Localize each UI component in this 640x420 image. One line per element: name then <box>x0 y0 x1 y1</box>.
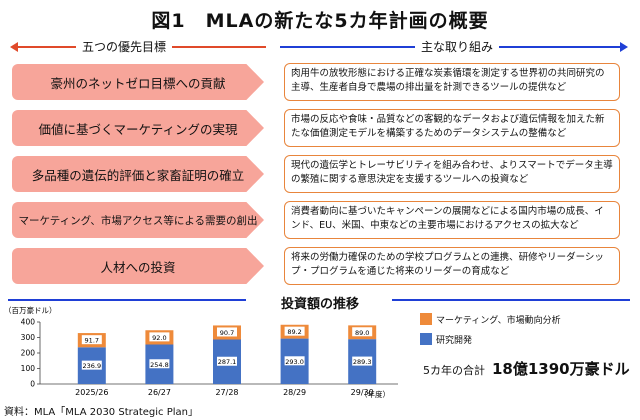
total-value: 18億1390万豪ドル <box>492 360 630 378</box>
y-tick-label: 400 <box>21 318 36 327</box>
data-label-marketing: 89.0 <box>355 329 369 337</box>
page-title: 図1 MLAの新たな5カ年計画の概要 <box>151 10 489 32</box>
x-tick-label: 27/28 <box>215 388 238 397</box>
effort-people-investment: 将来の労働力確保のための学校プログラムとの連携、研修やリーダーシップ・プログラム… <box>284 247 620 285</box>
x-tick-label: 2025/26 <box>75 388 108 397</box>
y-tick-label: 0 <box>30 380 35 389</box>
right-arrow-icon <box>620 42 628 52</box>
data-label-research: 236.9 <box>82 362 101 370</box>
data-label-bg <box>149 359 170 369</box>
x-axis-label: （年度） <box>360 389 390 399</box>
source-note: 資料：MLA「MLA 2030 Strategic Plan」 <box>4 407 199 418</box>
goal-genetic-evaluation: 多品種の遺伝的評価と家畜証明の確立 <box>12 156 264 192</box>
data-label-bg <box>81 360 102 370</box>
data-label-research: 287.1 <box>218 358 237 366</box>
data-label-bg <box>149 332 170 342</box>
data-label-research: 289.3 <box>353 358 372 366</box>
right-header-label: 主な取り組み <box>415 40 500 54</box>
data-label-marketing: 90.7 <box>220 329 234 337</box>
data-label-bg <box>284 356 305 366</box>
data-label-research: 293.0 <box>285 358 304 366</box>
legend-research-label: 研究開発 <box>436 336 473 346</box>
investment-chart: （百万豪ドル） （年度） 0 100 200 300 400 236.9 91.7 2025/… <box>4 305 398 399</box>
y-axis-label: （百万豪ドル） <box>4 305 57 315</box>
data-label-bg <box>217 356 237 366</box>
data-label-bg <box>352 327 373 337</box>
effort-demand-creation: 消費者動向に基づいたキャンペーンの展開などによる国内市場の成長、インド、EU、米… <box>284 201 620 239</box>
x-tick-label: 29/30 <box>351 388 374 397</box>
left-header-label: 五つの優先目標 <box>76 40 173 54</box>
effort-value-marketing: 市場の反応や食味・品質などの客観的なデータおよび遺伝情報を加えた新たな価値測定モ… <box>284 109 620 147</box>
section-line-left <box>8 299 246 301</box>
section-line-right <box>392 299 630 301</box>
legend-marketing-label: マーケティング、市場動向分析 <box>436 316 561 326</box>
data-label-bg <box>284 326 305 336</box>
y-tick-label: 300 <box>21 333 36 342</box>
goal-demand-creation: マーケティング、市場アクセス等による需要の創出 <box>12 202 264 238</box>
y-tick-label: 100 <box>21 364 36 373</box>
data-label-research: 254.8 <box>150 361 169 369</box>
effort-net-zero: 肉用牛の放牧形態における正確な炭素循環を測定する世界初の共同研究の主導、生産者自… <box>284 63 620 101</box>
investment-section-title: 投資額の推移 <box>280 297 359 312</box>
total-label: 5カ年の合計 <box>423 364 485 377</box>
effort-genetic-evaluation: 現代の遺伝学とトレーサビリティを組み合わせ、よりスマートでデータ主導の繁殖に関す… <box>284 155 620 193</box>
x-tick-label: 28/29 <box>283 388 306 397</box>
data-label-marketing: 92.0 <box>152 334 166 342</box>
left-arrow-icon <box>10 42 18 52</box>
data-label-marketing: 89.2 <box>287 328 301 336</box>
data-label-bg <box>81 335 102 345</box>
data-label-marketing: 91.7 <box>85 337 99 345</box>
goal-value-marketing: 価値に基づくマーケティングの実現 <box>12 110 264 146</box>
y-tick-label: 200 <box>21 349 36 358</box>
legend-research-swatch <box>420 333 432 345</box>
data-label-bg <box>217 327 237 337</box>
goal-net-zero: 豪州のネットゼロ目標への貢献 <box>12 64 264 100</box>
legend-marketing-swatch <box>420 313 432 325</box>
data-label-bg <box>352 356 373 366</box>
x-tick-label: 26/27 <box>148 388 171 397</box>
goal-people-investment: 人材への投資 <box>12 248 264 284</box>
